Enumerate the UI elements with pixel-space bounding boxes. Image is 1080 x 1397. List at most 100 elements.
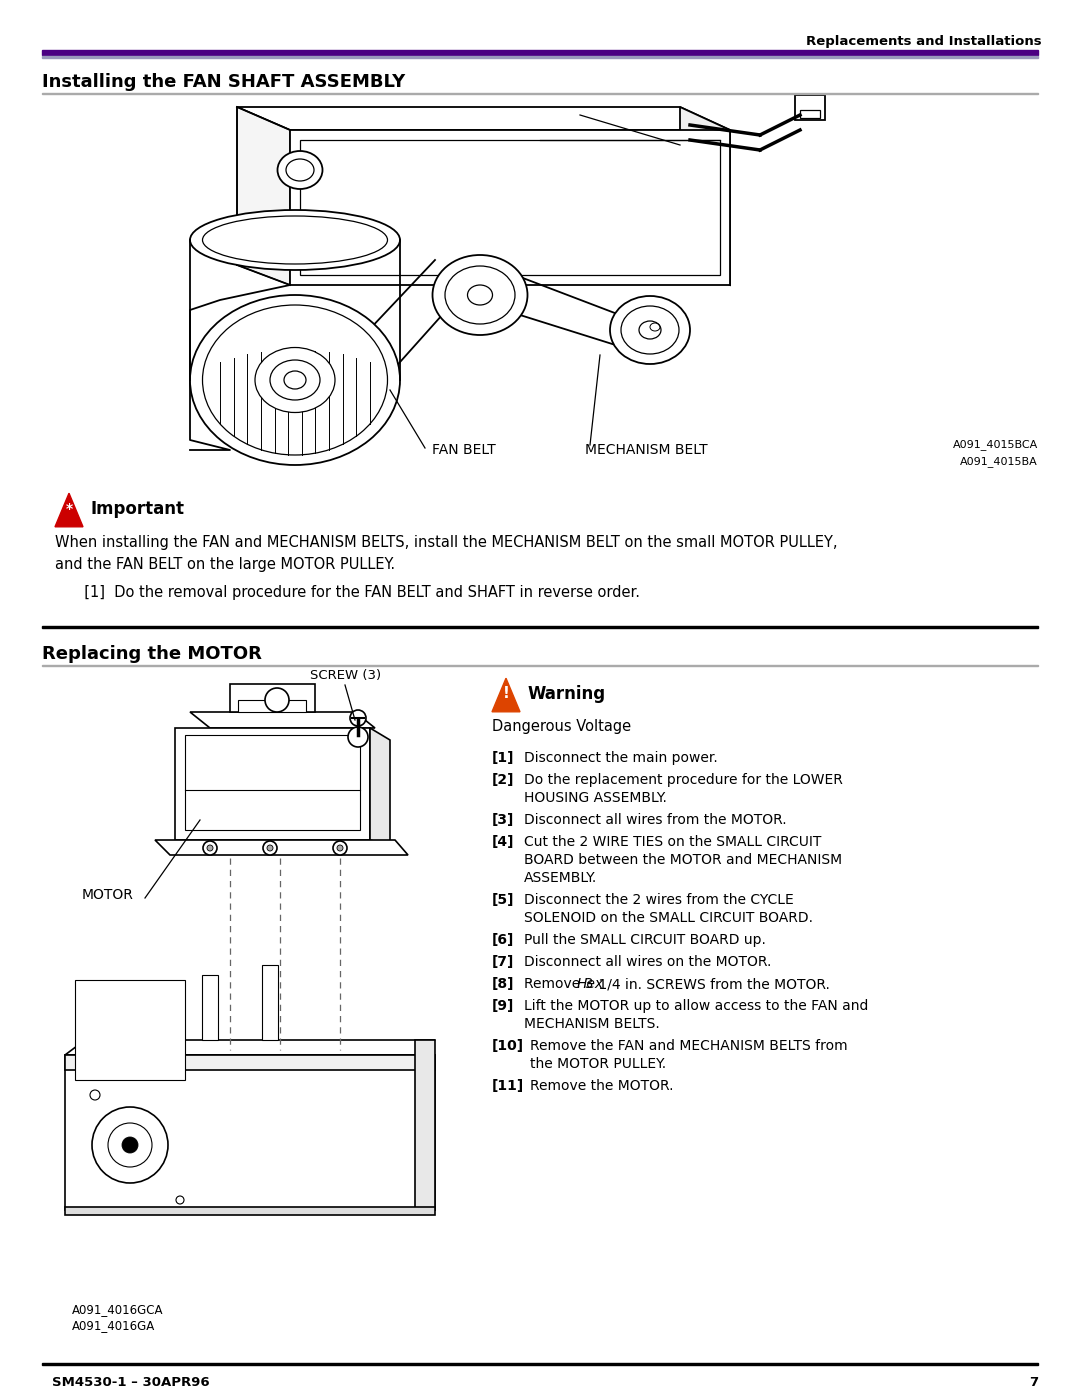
- Bar: [75, 981, 185, 1080]
- Circle shape: [108, 1123, 152, 1166]
- Text: Dangerous Voltage: Dangerous Voltage: [492, 719, 631, 735]
- Ellipse shape: [255, 348, 335, 412]
- Text: the MOTOR PULLEY.: the MOTOR PULLEY.: [530, 1058, 666, 1071]
- Circle shape: [122, 1137, 138, 1153]
- Text: Important: Important: [91, 500, 185, 518]
- Polygon shape: [415, 1039, 435, 1210]
- Text: 1/4 in. SCREWS from the MOTOR.: 1/4 in. SCREWS from the MOTOR.: [594, 977, 829, 990]
- Ellipse shape: [610, 296, 690, 365]
- Text: [6]: [6]: [492, 933, 514, 947]
- Polygon shape: [300, 140, 720, 275]
- Text: Installing the FAN SHAFT ASSEMBLY: Installing the FAN SHAFT ASSEMBLY: [42, 73, 405, 91]
- Ellipse shape: [432, 256, 527, 335]
- Text: and the FAN BELT on the large MOTOR PULLEY.: and the FAN BELT on the large MOTOR PULL…: [55, 556, 395, 571]
- Bar: [42, 50, 1038, 54]
- Text: HOUSING ASSEMBLY.: HOUSING ASSEMBLY.: [524, 791, 666, 805]
- Text: A091_4016GCA: A091_4016GCA: [72, 1303, 163, 1316]
- Ellipse shape: [621, 306, 679, 353]
- Text: SM4530-1 – 30APR96: SM4530-1 – 30APR96: [52, 1376, 210, 1390]
- Bar: [795, 95, 825, 120]
- Polygon shape: [190, 712, 375, 728]
- Text: MECHANISM BELTS.: MECHANISM BELTS.: [524, 1017, 660, 1031]
- Bar: [42, 56, 1038, 59]
- Bar: [65, 1055, 435, 1070]
- Circle shape: [337, 845, 343, 851]
- Text: [1]  Do the removal procedure for the FAN BELT and SHAFT in reverse order.: [1] Do the removal procedure for the FAN…: [75, 584, 640, 599]
- Text: !: !: [502, 686, 510, 701]
- Polygon shape: [55, 493, 83, 527]
- Bar: [800, 110, 820, 117]
- Circle shape: [267, 845, 273, 851]
- Bar: [65, 1055, 435, 1210]
- Text: [4]: [4]: [492, 835, 514, 849]
- Circle shape: [348, 726, 368, 747]
- Polygon shape: [237, 108, 291, 285]
- Polygon shape: [492, 678, 519, 712]
- Polygon shape: [370, 728, 390, 845]
- Circle shape: [264, 841, 276, 855]
- Bar: [230, 685, 315, 712]
- Bar: [262, 965, 278, 1039]
- Text: Remove the MOTOR.: Remove the MOTOR.: [530, 1078, 674, 1092]
- Ellipse shape: [203, 305, 388, 455]
- Circle shape: [207, 845, 213, 851]
- Text: Replacing the MOTOR: Replacing the MOTOR: [42, 645, 261, 664]
- Polygon shape: [65, 1039, 435, 1055]
- Circle shape: [350, 710, 366, 726]
- Text: MECHANISM BELT: MECHANISM BELT: [585, 443, 707, 457]
- Text: Disconnect all wires from the MOTOR.: Disconnect all wires from the MOTOR.: [524, 813, 786, 827]
- Text: When installing the FAN and MECHANISM BELTS, install the MECHANISM BELT on the s: When installing the FAN and MECHANISM BE…: [55, 535, 837, 550]
- Text: BOARD between the MOTOR and MECHANISM: BOARD between the MOTOR and MECHANISM: [524, 854, 842, 868]
- Text: Do the replacement procedure for the LOWER: Do the replacement procedure for the LOW…: [524, 773, 842, 787]
- Text: [8]: [8]: [492, 977, 514, 990]
- Text: A091_4016GA: A091_4016GA: [72, 1320, 156, 1333]
- Text: SCREW (3): SCREW (3): [310, 669, 381, 683]
- Text: Disconnect the 2 wires from the CYCLE: Disconnect the 2 wires from the CYCLE: [524, 893, 794, 907]
- Ellipse shape: [468, 285, 492, 305]
- Bar: [202, 975, 218, 1039]
- Circle shape: [265, 687, 289, 712]
- Text: Remove the FAN and MECHANISM BELTS from: Remove the FAN and MECHANISM BELTS from: [530, 1039, 848, 1053]
- Bar: [238, 700, 306, 712]
- Ellipse shape: [445, 265, 515, 324]
- Text: Replacements and Installations: Replacements and Installations: [807, 35, 1042, 49]
- Bar: [175, 728, 370, 840]
- Text: *: *: [66, 502, 72, 515]
- Ellipse shape: [639, 321, 661, 339]
- Text: [2]: [2]: [492, 773, 514, 787]
- Text: Remove 3: Remove 3: [524, 977, 597, 990]
- Text: Disconnect the main power.: Disconnect the main power.: [524, 752, 718, 766]
- Text: [9]: [9]: [492, 999, 514, 1013]
- Text: [7]: [7]: [492, 956, 514, 970]
- Text: SOLENOID on the SMALL CIRCUIT BOARD.: SOLENOID on the SMALL CIRCUIT BOARD.: [524, 911, 813, 925]
- Text: Lift the MOTOR up to allow access to the FAN and: Lift the MOTOR up to allow access to the…: [524, 999, 868, 1013]
- Text: A091_4015BCA: A091_4015BCA: [953, 440, 1038, 450]
- Ellipse shape: [190, 295, 400, 465]
- Text: [3]: [3]: [492, 813, 514, 827]
- Ellipse shape: [286, 159, 314, 182]
- Ellipse shape: [284, 372, 306, 388]
- Ellipse shape: [190, 210, 400, 270]
- Text: Disconnect all wires on the MOTOR.: Disconnect all wires on the MOTOR.: [524, 956, 771, 970]
- Polygon shape: [680, 108, 730, 285]
- Ellipse shape: [270, 360, 320, 400]
- Bar: [65, 1207, 435, 1215]
- Text: FAN BELT: FAN BELT: [432, 443, 496, 457]
- Polygon shape: [156, 840, 408, 855]
- Text: [10]: [10]: [492, 1039, 524, 1053]
- Text: [1]: [1]: [492, 752, 514, 766]
- Bar: [185, 735, 360, 830]
- Bar: [42, 626, 1038, 629]
- Circle shape: [203, 841, 217, 855]
- Text: A091_4015BA: A091_4015BA: [960, 457, 1038, 468]
- Text: Cut the 2 WIRE TIES on the SMALL CIRCUIT: Cut the 2 WIRE TIES on the SMALL CIRCUIT: [524, 835, 822, 849]
- Circle shape: [92, 1106, 168, 1183]
- Ellipse shape: [278, 151, 323, 189]
- Text: Warning: Warning: [528, 685, 606, 703]
- Ellipse shape: [203, 217, 388, 264]
- Circle shape: [333, 841, 347, 855]
- Text: Hex: Hex: [577, 977, 604, 990]
- Polygon shape: [237, 108, 730, 130]
- Text: MOTOR: MOTOR: [82, 888, 134, 902]
- Text: [11]: [11]: [492, 1078, 524, 1092]
